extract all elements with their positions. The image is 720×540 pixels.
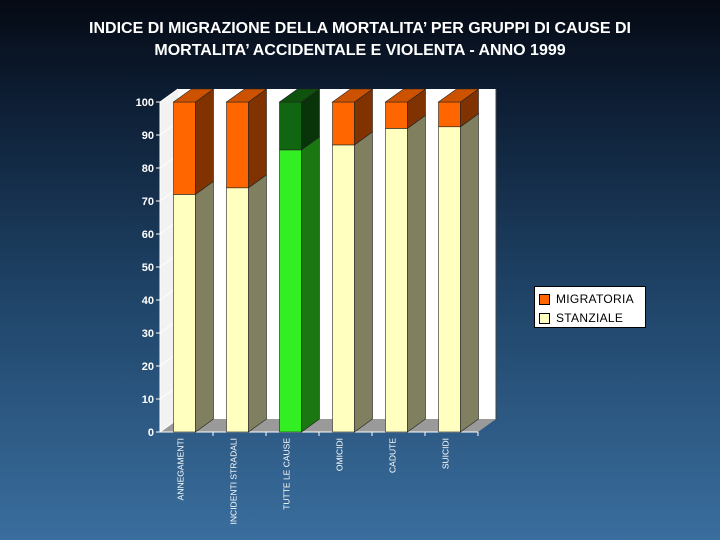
y-tick-label: 80 [142,163,154,175]
bar-migratoria-suicidi [438,101,461,128]
bar-top-cadute [384,88,427,103]
bar-top-annegamenti [172,88,215,103]
bar-stanziale-tutte-le-cause-side [301,136,320,433]
bar-stanziale-annegamenti [173,194,196,433]
bar-stanziale-tutte-le-cause [279,149,302,433]
bar-top-incidenti-stradali [225,88,268,103]
bar-stanziale-annegamenti-side [195,180,214,433]
bar-migratoria-cadute [385,101,408,129]
legend-item-migratoria: MIGRATORIA [539,291,634,307]
bar-stanziale-cadute [385,128,408,433]
legend-label-stanziale: STANZIALE [556,311,624,325]
bar-stanziale-suicidi [438,126,461,433]
bar-stanziale-incidenti-stradali-side [248,174,267,433]
y-tick-label: 60 [142,229,154,241]
bar-migratoria-annegamenti-side [195,88,214,195]
bar-migratoria-annegamenti [173,101,196,195]
y-tick-label: 90 [142,130,154,142]
y-tick-label: 0 [148,427,154,439]
y-tick-label: 100 [136,97,154,109]
legend-item-stanziale: STANZIALE [539,310,623,326]
y-tick-label: 10 [142,394,154,406]
x-tick-label-annegamenti: ANNEGAMENTI [176,438,186,500]
bar-stanziale-cadute-side [407,114,426,433]
bar-top-tutte-le-cause [278,88,321,103]
bar-top-omicidi [331,88,374,103]
legend-swatch-migratoria [539,293,550,305]
y-tick-label: 40 [142,295,154,307]
x-tick-label-incidenti-stradali: INCIDENTI STRADALI [229,438,239,524]
x-tick-label-suicidi: SUICIDI [441,438,451,469]
bar-stanziale-suicidi-side [460,113,479,433]
y-tick-label: 30 [142,328,154,340]
bar-stanziale-omicidi [332,144,355,433]
y-tick-label: 50 [142,262,154,274]
chart-title: INDICE DI MIGRAZIONE DELLA MORTALITA’ PE… [0,18,720,62]
chart-title-line-1: INDICE DI MIGRAZIONE DELLA MORTALITA’ PE… [89,20,631,37]
bar-migratoria-incidenti-stradali-side [248,88,267,189]
y-tick-diagonal [159,88,179,103]
x-tick-label-omicidi: OMICIDI [335,438,345,471]
y-tick-label: 20 [142,361,154,373]
bar-migratoria-incidenti-stradali [226,101,249,189]
y-tick-label: 70 [142,196,154,208]
x-tick-label-tutte-le-cause: TUTTE LE CAUSE [282,438,292,510]
bar-stanziale-omicidi-side [354,131,373,433]
legend: MIGRATORIA STANZIALE [534,286,646,328]
legend-label-migratoria: MIGRATORIA [556,292,634,306]
bar-migratoria-omicidi [332,101,355,146]
legend-swatch-stanziale [539,312,550,324]
chart-title-line-2: MORTALITA’ ACCIDENTALE E VIOLENTA - ANNO… [154,42,566,59]
bar-stanziale-incidenti-stradali [226,187,249,433]
x-tick-label-cadute: CADUTE [388,438,398,473]
bar-top-suicidi [437,88,480,103]
bar-migratoria-tutte-le-cause [279,101,302,151]
